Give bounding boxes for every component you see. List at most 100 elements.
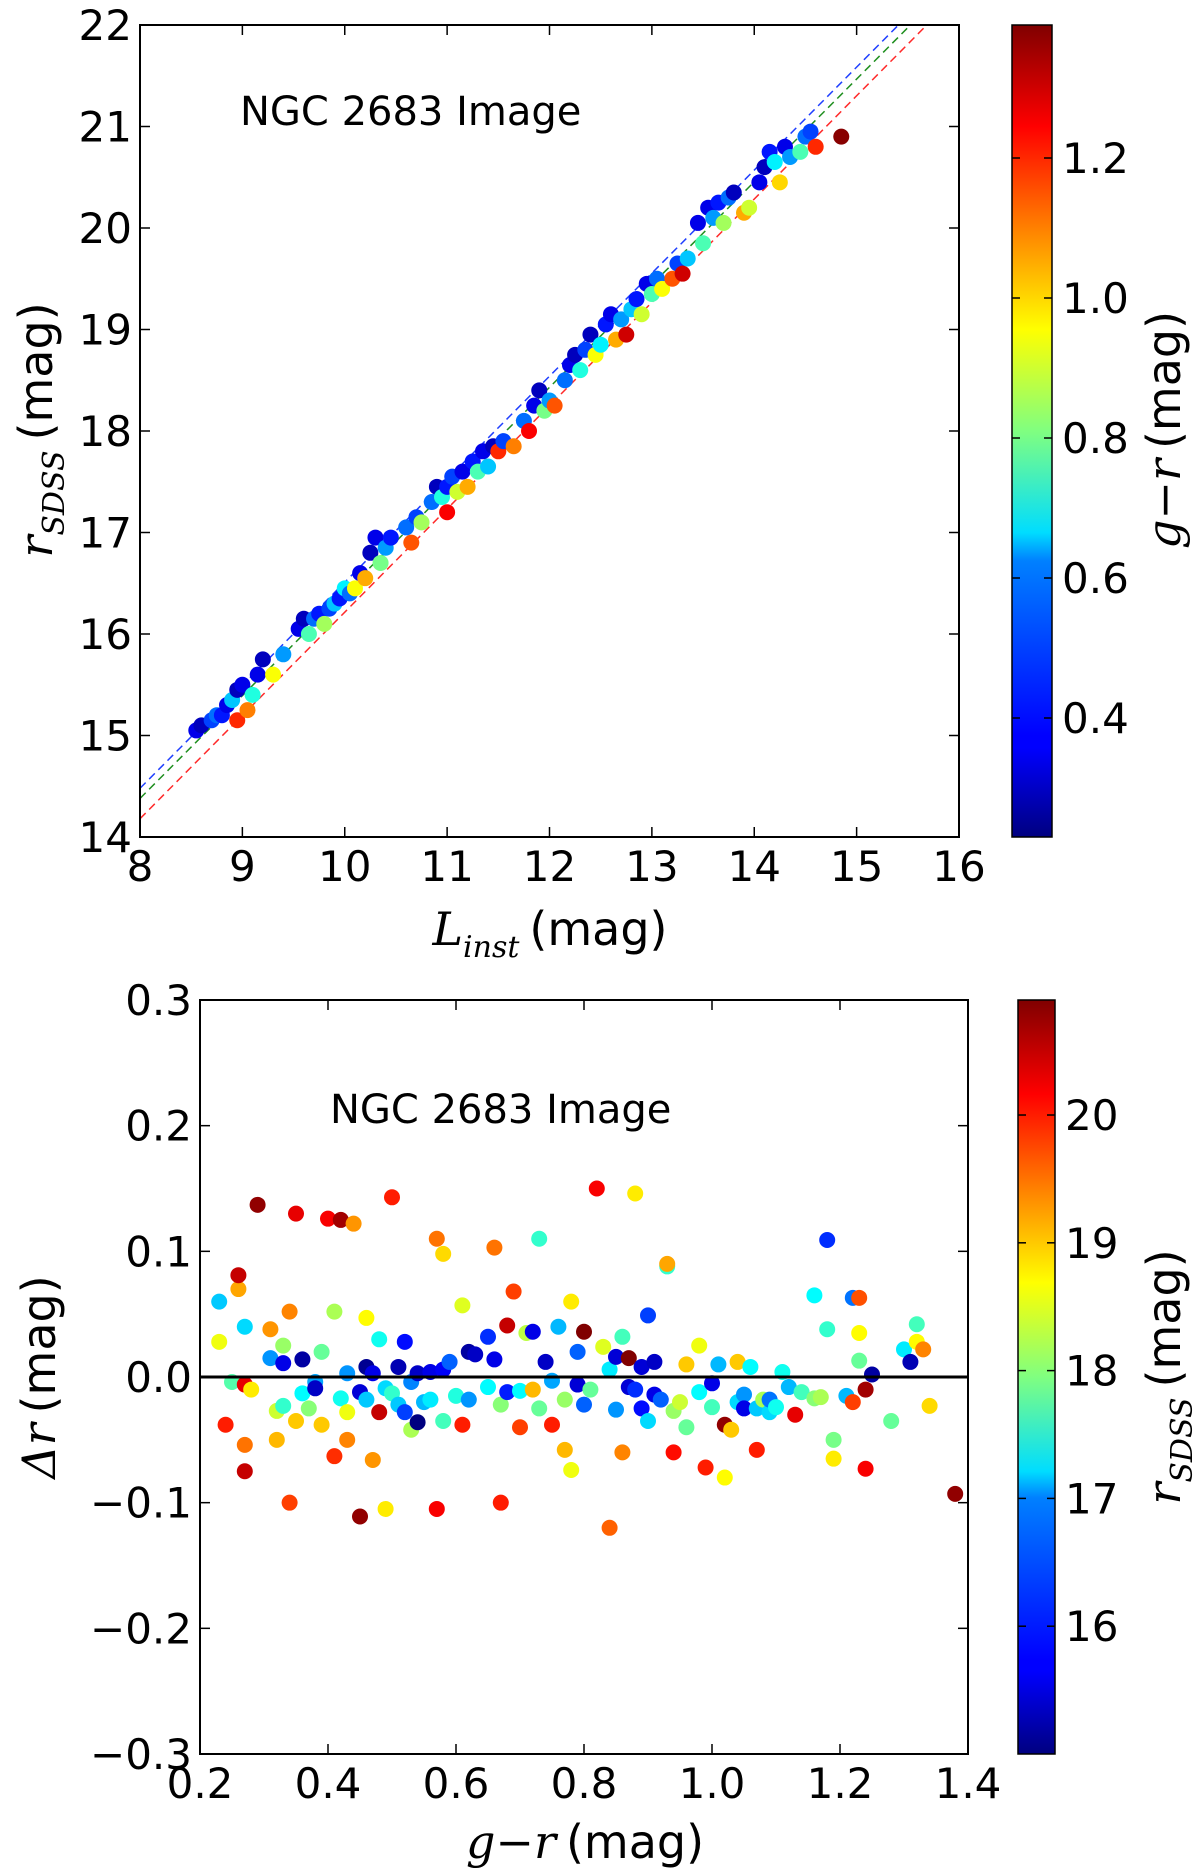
data-point-bottom <box>825 1450 842 1467</box>
y-tick-label-bottom: −0.2 <box>90 1604 192 1653</box>
data-point-bottom <box>467 1346 484 1363</box>
data-point-bottom <box>249 1196 266 1213</box>
data-point-top <box>398 519 415 536</box>
y-ticks-top: 14 15 16 17 18 19 20 21 22 <box>79 1 959 862</box>
data-point-bottom <box>851 1289 868 1306</box>
colorbar-label-top: g−r (mag) <box>1137 311 1191 549</box>
data-point-bottom <box>614 1444 631 1461</box>
data-point-bottom <box>595 1338 612 1355</box>
colorbar-tick-label-bottom: 20 <box>1065 1091 1118 1140</box>
data-point-bottom <box>915 1341 932 1358</box>
chart-top: 8 9 10 11 12 13 14 15 16 14 15 16 17 18 19 20 21 22 NGC … <box>9 1 1191 965</box>
data-point-bottom <box>230 1281 247 1298</box>
y-axis-label-top-sub: SDSS <box>37 450 72 535</box>
colorbar-tick-label-top: 1.0 <box>1062 274 1129 323</box>
data-point-bottom <box>499 1317 516 1334</box>
y-ticks-bottom: −0.3 −0.2 −0.1 0.0 0.1 0.2 0.3 <box>90 976 968 1779</box>
data-point-top <box>715 214 732 231</box>
data-point-bottom <box>569 1343 586 1360</box>
data-point-top <box>582 326 599 343</box>
data-point-bottom <box>262 1321 279 1338</box>
data-point-top <box>674 265 691 282</box>
data-point-top <box>679 250 696 267</box>
data-point-bottom <box>428 1500 445 1517</box>
data-point-top <box>249 666 266 683</box>
data-point-bottom <box>704 1375 720 1392</box>
data-point-bottom <box>332 1211 349 1228</box>
data-point-bottom <box>665 1444 682 1461</box>
data-point-bottom <box>524 1381 541 1398</box>
x-tick-label-bottom: 1.0 <box>679 1759 746 1808</box>
data-point-top <box>792 143 809 160</box>
data-point-bottom <box>550 1318 567 1335</box>
data-point-top <box>695 235 712 252</box>
data-point-top <box>572 362 589 379</box>
data-point-bottom <box>857 1460 874 1477</box>
data-point-bottom <box>339 1431 356 1448</box>
data-point-bottom <box>486 1351 503 1368</box>
data-point-bottom <box>864 1366 880 1383</box>
data-point-bottom <box>716 1469 733 1486</box>
data-point-bottom <box>275 1397 292 1414</box>
data-point-bottom <box>326 1303 343 1320</box>
data-point-bottom <box>345 1215 362 1232</box>
data-point-bottom <box>601 1361 618 1378</box>
x-ticks-bottom: 0.2 0.4 0.6 0.8 1.0 1.2 1.4 <box>167 1000 1001 1808</box>
colorbar-tick-label-top: 1.2 <box>1062 134 1129 183</box>
data-point-bottom <box>736 1386 752 1403</box>
y-tick-label-top: 20 <box>79 204 132 253</box>
data-point-bottom <box>608 1401 624 1418</box>
y-tick-label-bottom: 0.1 <box>125 1227 192 1276</box>
data-point-bottom <box>544 1416 560 1433</box>
data-point-top <box>275 646 292 663</box>
data-point-bottom <box>633 1400 650 1417</box>
data-point-bottom <box>352 1508 368 1525</box>
colorbar-label-bottom-unit: (mag) <box>1137 1249 1191 1387</box>
data-point-bottom <box>556 1391 573 1408</box>
data-point-bottom <box>729 1353 746 1370</box>
data-point-bottom <box>640 1307 656 1324</box>
y-tick-label-bottom: 0.3 <box>125 976 192 1025</box>
data-point-top <box>439 504 456 521</box>
data-point-bottom <box>281 1303 298 1320</box>
data-point-bottom <box>480 1328 496 1345</box>
data-point-top <box>300 626 317 642</box>
colorbar-ticks-top: 0.4 0.6 0.8 1.0 1.2 <box>1012 134 1129 743</box>
data-point-bottom <box>281 1494 298 1511</box>
data-point-top <box>459 478 476 495</box>
colorbar-ticks-bottom: 16 17 18 19 20 <box>1018 1091 1118 1651</box>
x-axis-label-top-unit: (mag) <box>529 902 667 956</box>
data-point-bottom <box>563 1461 580 1478</box>
data-point-bottom <box>652 1391 669 1408</box>
data-point-top <box>382 529 399 546</box>
data-point-bottom <box>236 1318 253 1335</box>
data-point-bottom <box>422 1391 439 1408</box>
data-point-bottom <box>537 1353 554 1370</box>
y-axis-label-bottom-unit: (mag) <box>12 1275 66 1413</box>
colorbar-tick-label-bottom: 18 <box>1065 1347 1118 1396</box>
data-point-bottom <box>288 1205 304 1222</box>
data-point-bottom <box>851 1325 868 1342</box>
annotation-top: NGC 2683 Image <box>240 89 581 135</box>
data-point-bottom <box>512 1382 528 1399</box>
data-point-bottom <box>588 1180 605 1197</box>
data-point-bottom <box>236 1436 253 1453</box>
data-point-top <box>556 372 573 389</box>
points-top <box>188 123 850 739</box>
y-axis-label-bottom-math: Δr <box>12 1420 66 1480</box>
data-point-top <box>454 463 471 480</box>
data-point-bottom <box>620 1350 637 1367</box>
data-point-bottom <box>505 1283 522 1300</box>
data-point-top <box>628 291 645 308</box>
data-point-top <box>505 438 522 455</box>
y-tick-label-top: 18 <box>79 407 132 456</box>
data-point-bottom <box>320 1210 336 1227</box>
data-point-bottom <box>211 1333 228 1350</box>
data-point-bottom <box>275 1337 292 1354</box>
data-point-bottom <box>524 1323 541 1340</box>
data-point-bottom <box>768 1399 784 1416</box>
colorbar-top <box>1011 24 1053 838</box>
data-point-bottom <box>409 1414 426 1431</box>
x-tick-label-top: 16 <box>932 842 985 891</box>
